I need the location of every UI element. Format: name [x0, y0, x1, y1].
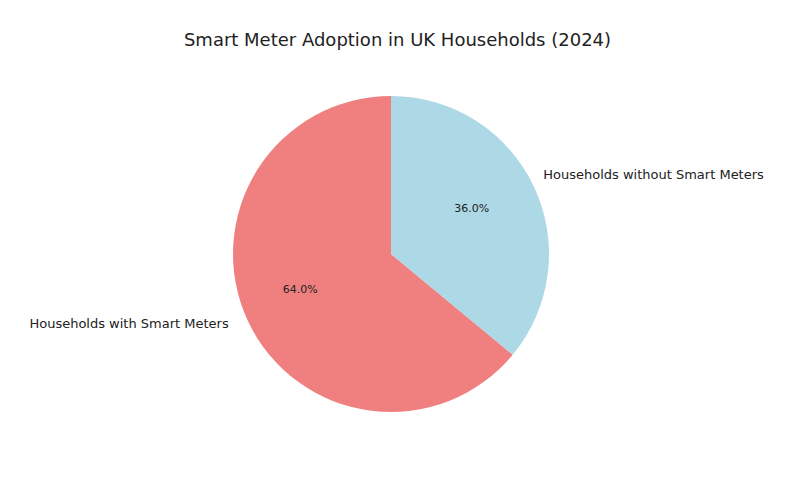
svg-text:Households with Smart Meters: Households with Smart Meters: [29, 316, 229, 331]
svg-text:36.0%: 36.0%: [454, 202, 489, 215]
svg-text:Households without Smart Meter: Households without Smart Meters: [543, 167, 764, 182]
svg-text:64.0%: 64.0%: [283, 283, 318, 296]
html-text:Smart Meter Adoption in UK Hou: Smart Meter Adoption in UK Households (2…: [183, 29, 612, 50]
